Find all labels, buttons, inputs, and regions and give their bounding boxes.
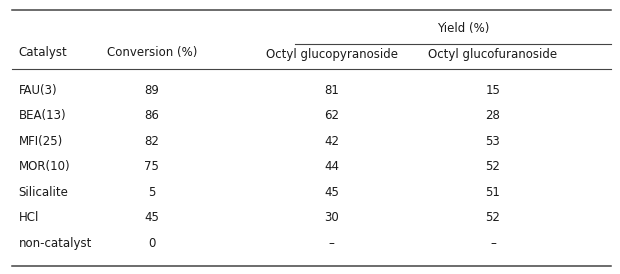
Text: BEA(13): BEA(13) [19, 109, 66, 122]
Text: Silicalite: Silicalite [19, 186, 68, 199]
Text: 42: 42 [324, 135, 339, 148]
Text: 28: 28 [485, 109, 500, 122]
Text: MFI(25): MFI(25) [19, 135, 63, 148]
Text: non-catalyst: non-catalyst [19, 237, 92, 250]
Text: 0: 0 [148, 237, 156, 250]
Text: 52: 52 [485, 211, 500, 224]
Text: 75: 75 [144, 160, 159, 173]
Text: 45: 45 [324, 186, 339, 199]
Text: 45: 45 [144, 211, 159, 224]
Text: 30: 30 [324, 211, 339, 224]
Text: HCl: HCl [19, 211, 39, 224]
Text: 15: 15 [485, 84, 500, 97]
Text: 82: 82 [144, 135, 159, 148]
Text: 51: 51 [485, 186, 500, 199]
Text: Octyl glucofuranoside: Octyl glucofuranoside [428, 48, 557, 61]
Text: Catalyst: Catalyst [19, 46, 68, 59]
Text: 53: 53 [485, 135, 500, 148]
Text: FAU(3): FAU(3) [19, 84, 57, 97]
Text: 89: 89 [144, 84, 159, 97]
Text: 44: 44 [324, 160, 339, 173]
Text: –: – [329, 237, 335, 250]
Text: 5: 5 [148, 186, 156, 199]
Text: Octyl glucopyranoside: Octyl glucopyranoside [266, 48, 397, 61]
Text: 62: 62 [324, 109, 339, 122]
Text: –: – [490, 237, 496, 250]
Text: 81: 81 [324, 84, 339, 97]
Text: 52: 52 [485, 160, 500, 173]
Text: 86: 86 [144, 109, 159, 122]
Text: MOR(10): MOR(10) [19, 160, 70, 173]
Text: Yield (%): Yield (%) [437, 22, 490, 35]
Text: Conversion (%): Conversion (%) [107, 46, 197, 59]
